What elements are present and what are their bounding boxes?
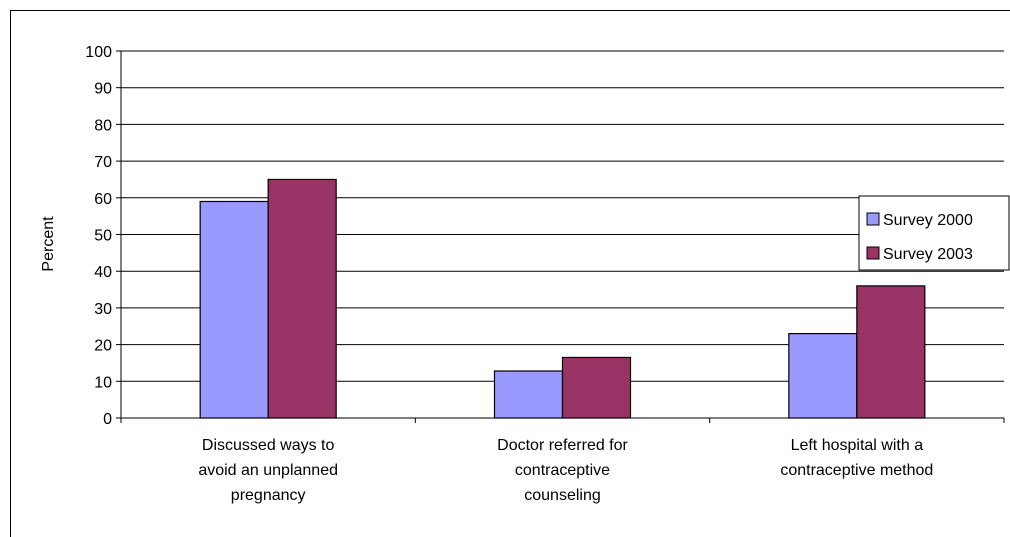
category-label-1-0: Doctor referred for [497, 437, 628, 454]
bar-2-0 [788, 332, 858, 419]
legend-swatch-1 [866, 246, 880, 260]
y-tick-label-2: 20 [94, 338, 112, 355]
y-tick-label-8: 80 [94, 117, 112, 134]
bar-0-1 [267, 178, 337, 419]
y-tick-label-4: 40 [94, 264, 112, 281]
category-label-2-1: contraceptive method [780, 462, 933, 479]
bar-1-0 [493, 370, 564, 419]
category-label-1-1: contraceptive [515, 462, 610, 479]
y-tick-label-1: 10 [94, 374, 112, 391]
bar-1-1 [561, 356, 632, 419]
category-label-0-2: pregnancy [231, 487, 306, 504]
legend-entry-0: Survey 2000 [866, 212, 973, 229]
y-axis-title: Percent [40, 216, 57, 272]
legend-box [858, 195, 1010, 271]
bar-0-0 [199, 200, 269, 419]
legend-entry-1: Survey 2003 [866, 246, 973, 263]
bars-layer [199, 178, 926, 419]
category-label-0-1: avoid an unplanned [198, 462, 338, 479]
bar-2-1 [856, 285, 926, 419]
y-tick-label-5: 50 [94, 228, 112, 245]
y-tick-label-3: 30 [94, 301, 112, 318]
category-label-0-0: Discussed ways to [202, 437, 335, 454]
category-label-1-2: counseling [524, 487, 601, 504]
legend-label-1: Survey 2003 [883, 246, 973, 263]
y-tick-label-6: 60 [94, 191, 112, 208]
chart-frame [10, 10, 1010, 537]
y-tick-label-9: 90 [94, 81, 112, 98]
y-tick-label-10: 100 [85, 44, 112, 61]
legend: Survey 2000 Survey 2003 [858, 195, 1010, 271]
axis-layer: 0 10 20 30 40 50 60 70 80 90 100 Discussed ways to a… [85, 44, 1005, 504]
category-label-2-0: Left hospital with a [791, 437, 924, 454]
y-tick-label-7: 70 [94, 154, 112, 171]
legend-swatch-0 [866, 212, 880, 226]
y-tick-label-0: 0 [103, 411, 112, 428]
legend-label-0: Survey 2000 [883, 212, 973, 229]
